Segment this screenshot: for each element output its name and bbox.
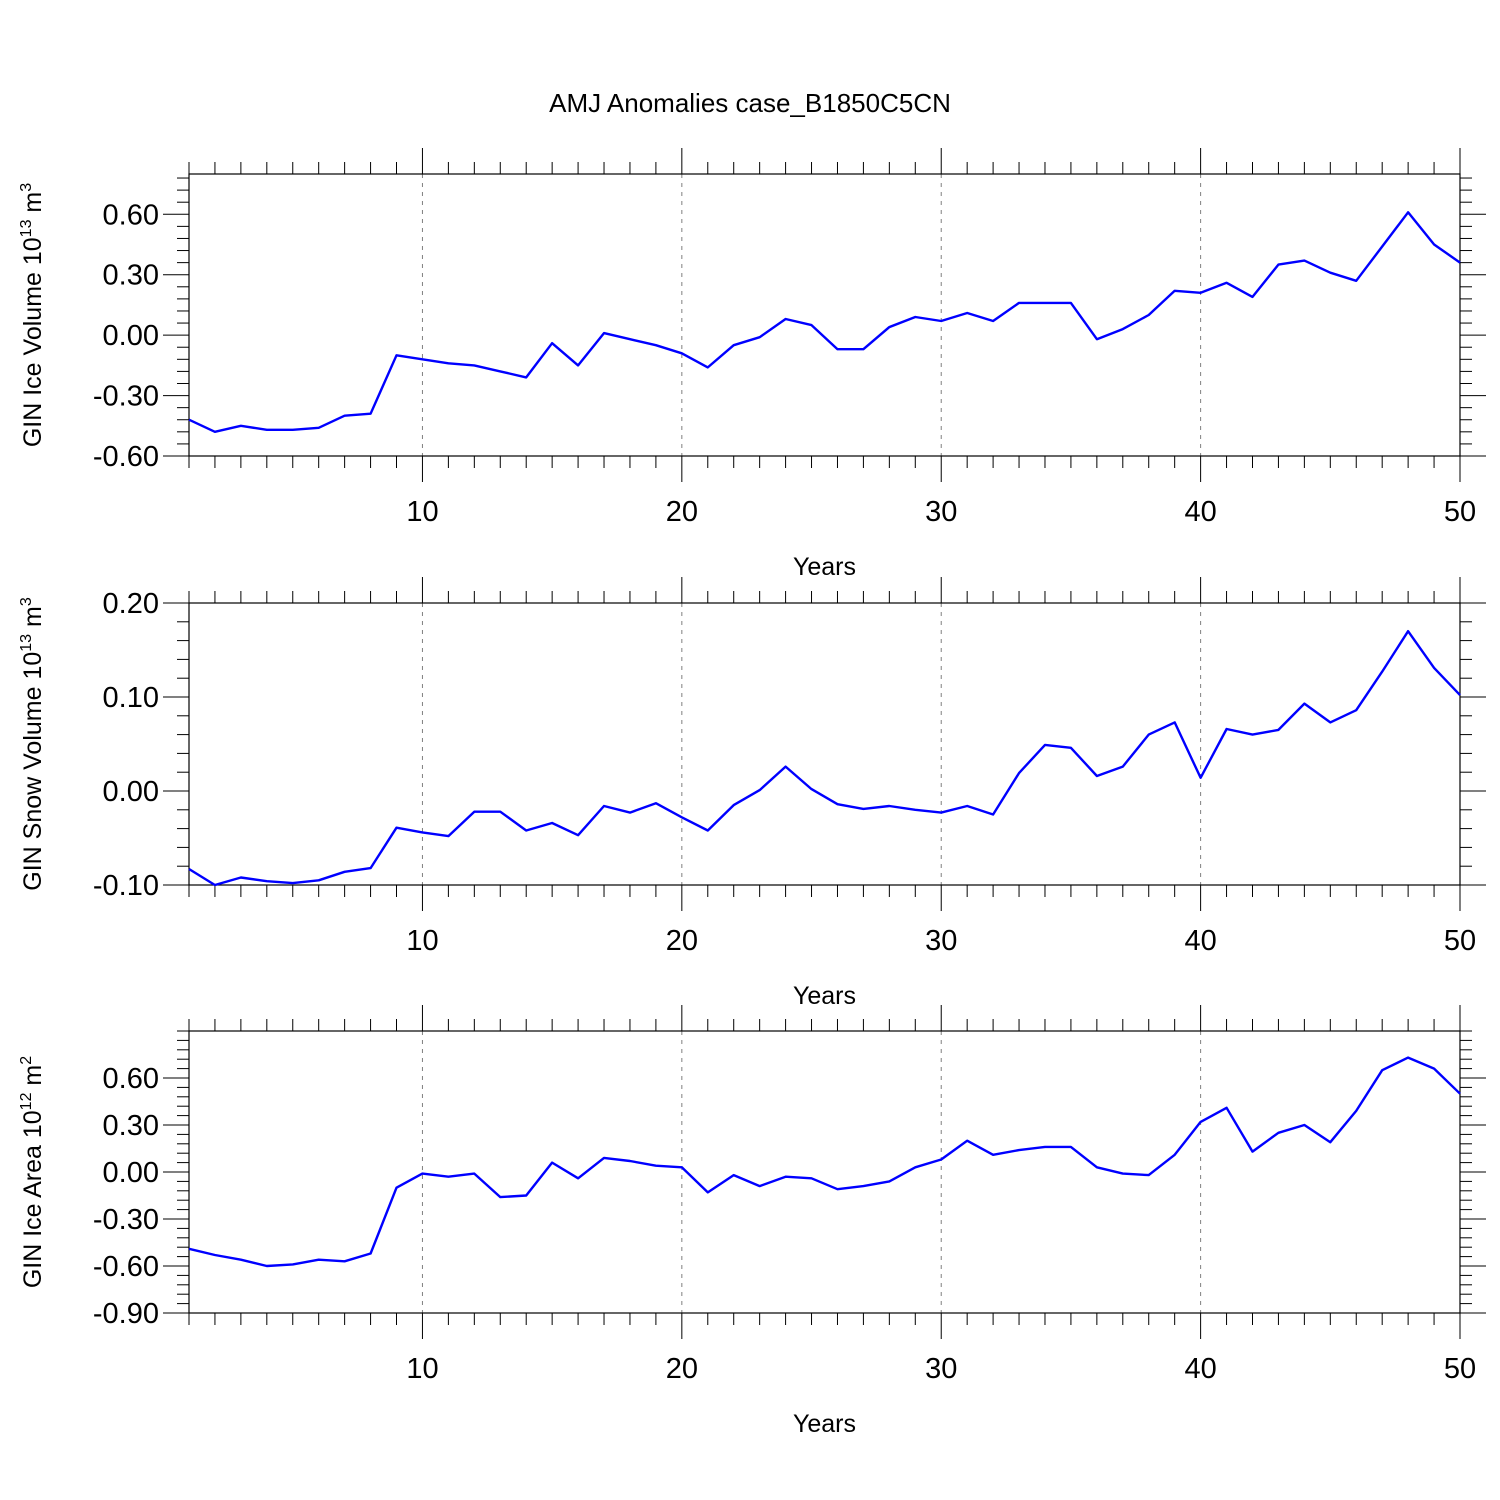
y-axis-title-exponent: 13 [18, 219, 35, 237]
y-axis-title-exponent: 12 [18, 1092, 35, 1110]
x-tick-label: 20 [666, 1353, 698, 1385]
x-tick-label: 50 [1444, 925, 1476, 957]
y-tick-label: -0.30 [93, 1204, 159, 1236]
x-tick-label: 50 [1444, 496, 1476, 528]
plot-frame [188, 173, 1461, 457]
y-axis-title-unit-exponent: 3 [18, 183, 35, 192]
y-axis-title-unit-exponent: 3 [18, 597, 35, 606]
y-axis-title-main: GIN Snow Volume 10 [19, 652, 47, 891]
plot-frame [188, 602, 1461, 886]
x-tick-label: 50 [1444, 1353, 1476, 1385]
y-tick-label: 0.30 [103, 260, 159, 292]
y-tick-label: 0.60 [103, 1063, 159, 1095]
x-axis-title: Years [793, 553, 856, 581]
y-tick-label: -0.90 [93, 1298, 159, 1330]
plot-frame [188, 1030, 1461, 1314]
y-axis-title-unit: m [19, 606, 47, 634]
y-axis-title: GIN Ice Volume 1013 m3 [18, 183, 47, 447]
x-axis-title: Years [793, 982, 856, 1010]
x-tick-label: 30 [925, 496, 957, 528]
y-axis-title: GIN Ice Area 1012 m2 [18, 1056, 47, 1288]
x-tick-label: 40 [1184, 1353, 1216, 1385]
y-axis-title-unit-exponent: 2 [18, 1056, 35, 1065]
y-tick-label: -0.60 [93, 1251, 159, 1283]
chart-panel-3: 10 20 30 40 50 -0.90 -0.60 -0.30 0.00 0.30 0.60 Yea… [18, 1005, 1486, 1438]
chart-panel-2: 10 20 30 40 50 -0.10 0.00 0.10 0.20 Years GIN Snow… [18, 577, 1486, 1010]
series-line [188, 211, 1461, 433]
x-tick-label: 20 [666, 496, 698, 528]
x-tick-label: 30 [925, 1353, 957, 1385]
y-tick-label: -0.60 [93, 441, 159, 473]
x-tick-label: 10 [406, 496, 438, 528]
x-axis-title: Years [793, 1410, 856, 1438]
y-tick-label: 0.10 [103, 682, 159, 714]
y-tick-label: 0.00 [103, 320, 159, 352]
y-axis-title-exponent: 13 [18, 634, 35, 652]
x-tick-label: 40 [1184, 925, 1216, 957]
chart-panel-1: 10 20 30 40 50 -0.60 -0.30 0.00 0.30 0.60 Years GIN… [18, 148, 1486, 581]
series-line [188, 1056, 1461, 1268]
x-tick-label: 30 [925, 925, 957, 957]
y-tick-label: 0.20 [103, 588, 159, 620]
y-axis-title-main: GIN Ice Area 10 [19, 1110, 47, 1288]
series-line [188, 630, 1461, 887]
x-tick-label: 20 [666, 925, 698, 957]
y-tick-label: 0.00 [103, 1157, 159, 1189]
y-tick-label: -0.10 [93, 870, 159, 902]
y-axis-title-unit: m [19, 1065, 47, 1093]
y-axis-title-unit: m [19, 192, 47, 220]
y-tick-label: -0.30 [93, 381, 159, 413]
y-axis-title: GIN Snow Volume 1013 m3 [18, 597, 47, 891]
chart-title: AMJ Anomalies case_B1850C5CN [549, 88, 951, 118]
y-tick-label: 0.00 [103, 776, 159, 808]
y-tick-label: 0.60 [103, 199, 159, 231]
x-tick-label: 10 [406, 925, 438, 957]
y-axis-title-main: GIN Ice Volume 10 [19, 237, 47, 447]
y-tick-label: 0.30 [103, 1110, 159, 1142]
x-tick-label: 40 [1184, 496, 1216, 528]
x-tick-label: 10 [406, 1353, 438, 1385]
